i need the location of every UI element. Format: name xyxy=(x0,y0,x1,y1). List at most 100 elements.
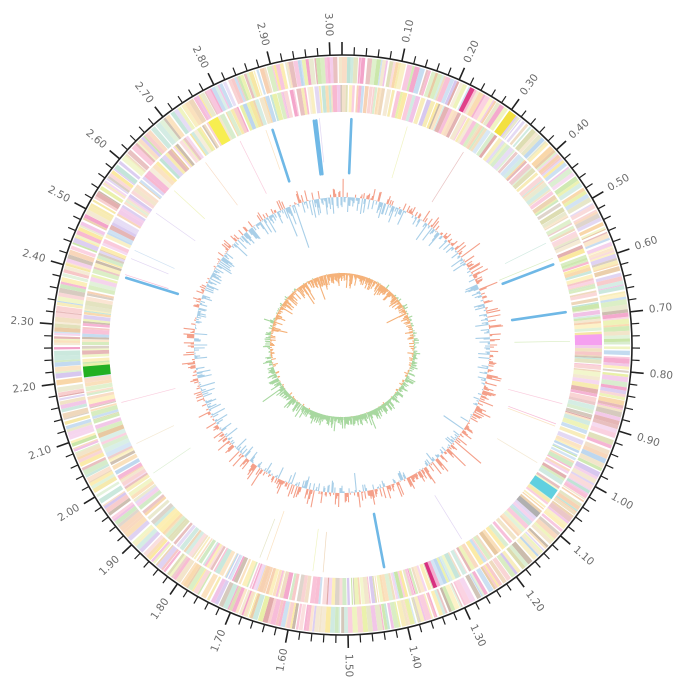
cds-feature xyxy=(99,249,126,261)
scale-tick xyxy=(70,464,79,469)
scale-tick xyxy=(436,63,440,72)
cds-feature xyxy=(191,534,209,559)
cds-feature xyxy=(198,94,213,118)
cds-feature xyxy=(476,567,494,593)
cds-feature xyxy=(475,534,494,559)
scale-tick-label: 1.20 xyxy=(523,588,547,614)
cds-feature xyxy=(196,95,212,120)
cds-feature xyxy=(362,86,369,114)
cds-feature xyxy=(314,86,321,114)
cds-feature xyxy=(495,149,516,172)
cds-feature xyxy=(497,151,518,174)
scale-tick xyxy=(73,215,81,221)
cds-feature xyxy=(324,57,329,84)
cds-feature xyxy=(574,323,602,330)
cds-feature xyxy=(454,117,471,143)
cds-feature xyxy=(597,402,623,410)
scale-tick xyxy=(255,59,260,68)
scale-tick-label: 0.30 xyxy=(518,72,541,98)
cds-feature xyxy=(558,182,583,201)
cds-feature xyxy=(150,126,172,150)
scale-tick xyxy=(624,407,634,411)
cds-feature xyxy=(102,490,126,507)
cds-feature xyxy=(303,87,310,115)
cds-feature xyxy=(485,140,505,164)
cds-feature xyxy=(156,507,178,530)
cds-feature xyxy=(499,552,518,575)
cds-feature xyxy=(169,519,190,542)
scale-tick xyxy=(571,162,579,169)
cds-feature xyxy=(506,507,529,529)
cds-feature xyxy=(56,305,83,314)
cds-feature xyxy=(521,179,544,198)
cds-feature xyxy=(77,226,104,241)
cds-feature xyxy=(65,418,92,430)
cds-feature xyxy=(374,604,384,631)
cds-feature xyxy=(233,107,248,134)
cds-feature xyxy=(583,233,610,248)
cds-feature xyxy=(162,513,183,535)
cds-feature xyxy=(277,600,287,627)
cds-feature xyxy=(182,563,201,588)
cds-feature xyxy=(209,88,224,113)
cds-feature xyxy=(90,276,118,288)
cds-feature xyxy=(570,384,599,395)
cds-feature xyxy=(254,98,267,126)
cds-feature xyxy=(472,129,491,154)
cds-feature xyxy=(112,219,138,235)
cds-feature xyxy=(478,134,498,159)
scale-tick xyxy=(143,561,150,568)
scale-tick xyxy=(198,83,204,91)
cds-feature xyxy=(320,57,327,84)
scale-tick xyxy=(585,183,593,189)
cds-feature xyxy=(449,583,462,608)
cds-feature xyxy=(113,168,136,186)
cds-feature xyxy=(405,94,416,122)
cds-feature xyxy=(402,599,411,626)
cds-feature xyxy=(436,588,448,614)
cds-feature xyxy=(280,91,289,119)
cds-feature xyxy=(350,57,354,84)
cds-feature xyxy=(185,530,205,555)
cds-feature xyxy=(331,577,336,605)
cds-feature xyxy=(104,180,127,197)
cds-feature xyxy=(103,182,126,199)
scale-tick xyxy=(147,118,155,125)
cds-feature xyxy=(296,574,305,602)
cds-feature xyxy=(356,606,364,633)
cds-feature xyxy=(283,571,294,600)
cds-feature xyxy=(82,360,110,364)
scale-tick xyxy=(121,143,128,151)
cds-feature xyxy=(426,560,441,588)
cds-feature xyxy=(98,252,125,265)
cds-feature xyxy=(219,113,237,140)
cds-feature xyxy=(87,391,115,401)
cds-feature xyxy=(565,480,589,496)
rna-hairline xyxy=(136,425,175,444)
cds-feature xyxy=(365,58,373,85)
cds-feature xyxy=(124,472,149,490)
cds-feature xyxy=(128,477,153,497)
rna-hairline xyxy=(504,242,547,264)
cds-feature xyxy=(66,258,93,270)
cds-feature xyxy=(433,75,445,101)
cds-feature xyxy=(108,497,131,516)
cds-feature xyxy=(398,570,409,598)
cds-feature xyxy=(571,301,599,308)
cds-feature xyxy=(599,293,626,301)
cds-feature xyxy=(125,199,149,217)
cds-feature xyxy=(238,589,251,615)
scale-tick xyxy=(575,516,583,523)
cds-feature xyxy=(105,441,132,458)
scale-tick xyxy=(458,67,466,81)
cds-feature xyxy=(554,238,580,251)
cds-feature xyxy=(351,85,355,113)
cds-feature xyxy=(574,357,602,360)
cds-feature xyxy=(560,421,588,435)
cds-feature xyxy=(372,575,378,603)
scale-tick xyxy=(56,441,70,448)
cds-feature xyxy=(566,197,592,215)
cds-feature xyxy=(327,57,331,84)
scale-tick-label: 2.40 xyxy=(21,247,47,265)
cds-feature xyxy=(305,58,312,86)
